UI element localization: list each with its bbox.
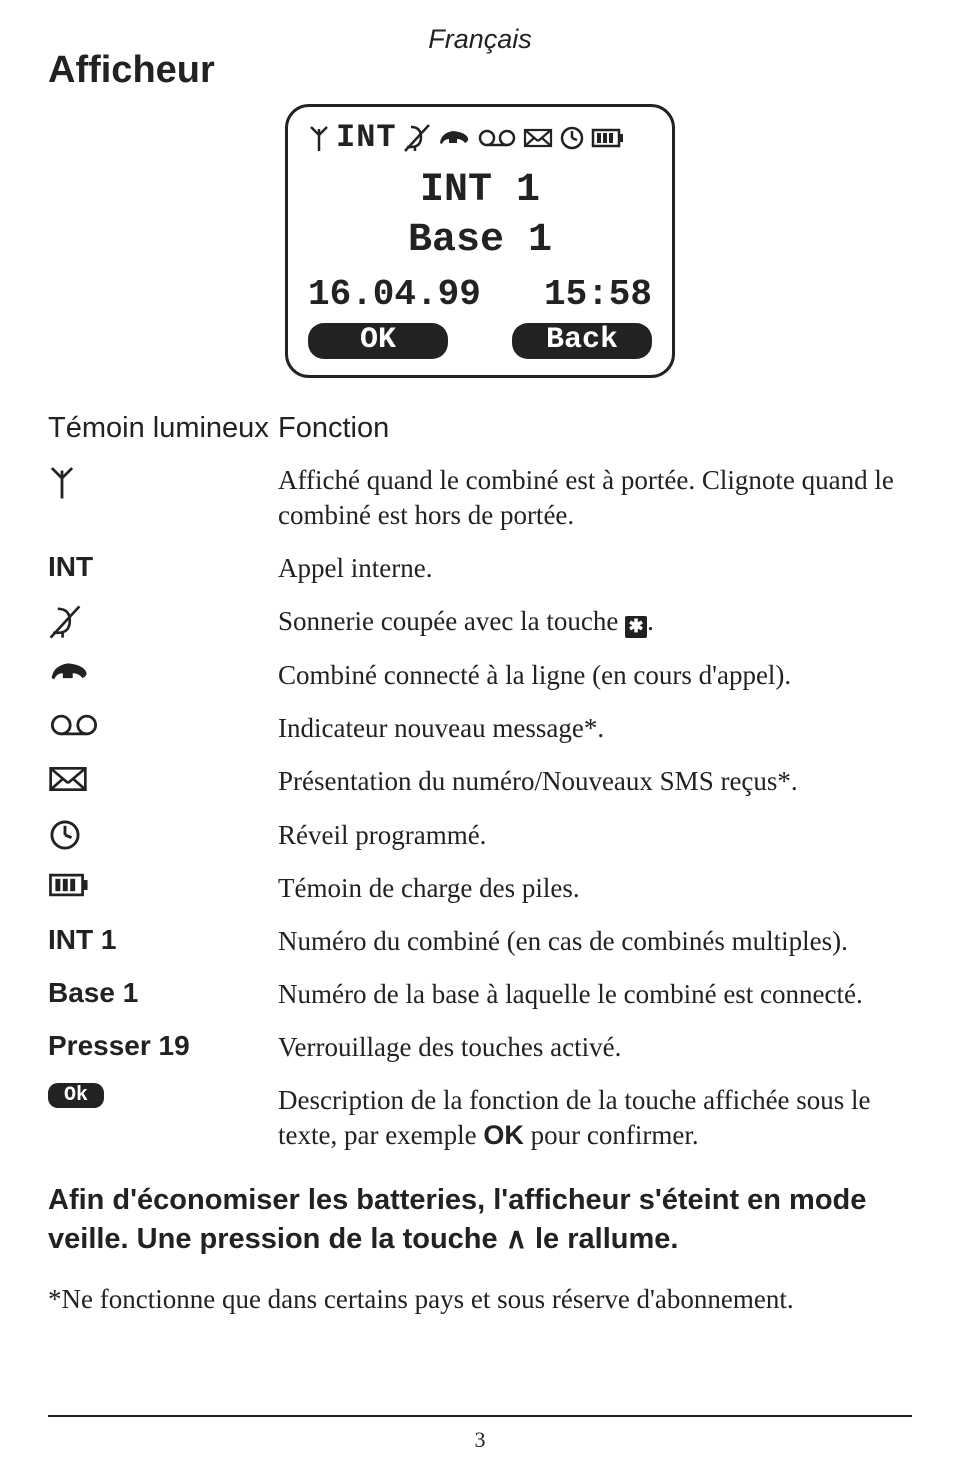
lcd-line1: INT 1 — [308, 166, 652, 216]
lcd-int-label: INT — [336, 119, 397, 156]
clock-icon — [559, 125, 585, 151]
row-desc: Combiné connecté à la ligne (en cours d'… — [278, 658, 912, 693]
table-row: INT 1 Numéro du combiné (en cas de combi… — [48, 924, 912, 959]
lcd-time: 15:58 — [544, 274, 652, 315]
table-row: Réveil programmé. — [48, 818, 912, 853]
softkey-back[interactable]: Back — [512, 323, 652, 359]
row-desc: Indicateur nouveau message*. — [278, 711, 912, 746]
table-row: Ok Description de la fonction de la touc… — [48, 1083, 912, 1153]
table-row: Affiché quand le combiné est à portée. C… — [48, 463, 912, 533]
battery-icon — [48, 871, 278, 899]
table-row: Présentation du numéro/Nouveaux SMS reçu… — [48, 764, 912, 799]
table-row: Presser 19 Verrouillage des touches acti… — [48, 1030, 912, 1065]
footnote: *Ne fonctionne que dans certains pays et… — [48, 1284, 912, 1315]
row-label-presser19: Presser 19 — [48, 1030, 278, 1062]
lcd-status-icons: INT — [308, 119, 652, 156]
table-header: Témoin lumineux Fonction — [48, 412, 912, 445]
row-desc: Numéro de la base à laquelle le combiné … — [278, 977, 912, 1012]
signal-icon — [308, 123, 330, 153]
voicemail-icon — [48, 711, 278, 739]
ok-softkey-icon: Ok — [48, 1083, 278, 1108]
signal-icon — [48, 463, 278, 501]
row-desc: Verrouillage des touches activé. — [278, 1030, 912, 1065]
battery-icon — [591, 127, 625, 149]
row-desc: Affiché quand le combiné est à portée. C… — [278, 463, 912, 533]
mute-icon — [48, 604, 278, 640]
row-desc: Numéro du combiné (en cas de combinés mu… — [278, 924, 912, 959]
star-key-icon: ✱ — [625, 616, 647, 638]
envelope-icon — [523, 127, 553, 149]
lcd-screen: INT — [285, 104, 675, 378]
row-label-base1: Base 1 — [48, 977, 278, 1009]
mute-icon — [403, 123, 431, 153]
table-row: Sonnerie coupée avec la touche ✱. — [48, 604, 912, 640]
th-right: Fonction — [278, 412, 389, 445]
page-number: 3 — [48, 1427, 912, 1453]
voicemail-icon — [477, 127, 517, 149]
row-desc: Sonnerie coupée avec la touche ✱. — [278, 604, 912, 639]
lcd-date: 16.04.99 — [308, 274, 481, 315]
handset-icon — [48, 658, 278, 686]
envelope-icon — [48, 764, 278, 794]
table-row: Témoin de charge des piles. — [48, 871, 912, 906]
page-title: Afficheur — [48, 49, 912, 92]
row-label-int: INT — [48, 551, 278, 583]
row-desc: Réveil programmé. — [278, 818, 912, 853]
handset-icon — [437, 127, 471, 149]
footer-rule — [48, 1415, 912, 1417]
table-row: Indicateur nouveau message*. — [48, 711, 912, 746]
softkey-ok[interactable]: OK — [308, 323, 448, 359]
up-caret-icon: ∧ — [506, 1223, 527, 1255]
table-row: INT Appel interne. — [48, 551, 912, 586]
row-desc: Description de la fonction de la touche … — [278, 1083, 912, 1153]
battery-note: Afin d'économiser les batteries, l'affic… — [48, 1181, 912, 1259]
th-left: Témoin lumineux — [48, 412, 278, 445]
row-desc: Présentation du numéro/Nouveaux SMS reçu… — [278, 764, 912, 799]
table-row: Base 1 Numéro de la base à laquelle le c… — [48, 977, 912, 1012]
row-desc: Appel interne. — [278, 551, 912, 586]
table-row: Combiné connecté à la ligne (en cours d'… — [48, 658, 912, 693]
lcd-line2: Base 1 — [308, 216, 652, 266]
row-desc: Témoin de charge des piles. — [278, 871, 912, 906]
clock-icon — [48, 818, 278, 852]
row-label-int1: INT 1 — [48, 924, 278, 956]
